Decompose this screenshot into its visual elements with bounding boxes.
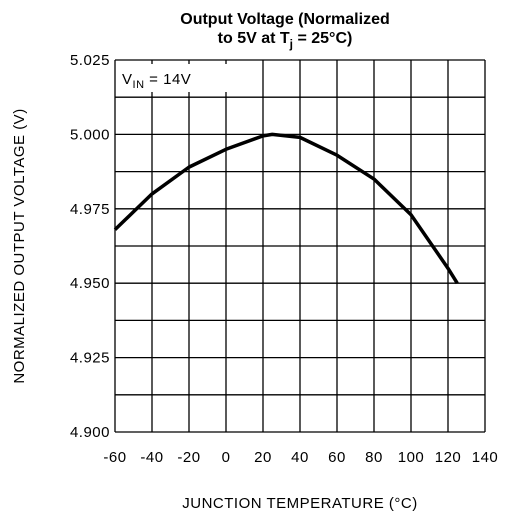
y-tick-label: 4.925 (70, 350, 110, 367)
title-subscript: j (289, 37, 293, 51)
x-tick-label: -40 (140, 449, 163, 466)
x-tick-label: 60 (328, 449, 346, 466)
y-tick-label: 4.975 (70, 201, 110, 218)
annotation-subscript: IN (133, 79, 145, 91)
title-text: = 25°C) (293, 30, 352, 47)
chart-title: to 5V at Tj = 25°C) (218, 30, 353, 51)
chart-title: Output Voltage (Normalized (180, 11, 389, 28)
y-axis-label: NORMALIZED OUTPUT VOLTAGE (V) (11, 108, 28, 383)
y-tick-label: 4.900 (70, 424, 110, 441)
x-tick-label: 140 (472, 449, 499, 466)
annotation-bg (118, 64, 232, 92)
data-line (113, 132, 459, 285)
x-tick-label: 100 (398, 449, 425, 466)
x-tick-label: 120 (435, 449, 462, 466)
y-tick-label: 4.950 (70, 275, 110, 292)
x-tick-label: -60 (103, 449, 126, 466)
annotation-text: V (122, 71, 133, 88)
annotation-text: = 14V (145, 71, 192, 88)
annotation: VIN = 14V (122, 71, 191, 91)
x-tick-label: -20 (177, 449, 200, 466)
y-tick-label: 5.025 (70, 52, 110, 69)
x-tick-label: 80 (365, 449, 383, 466)
x-tick-label: 0 (222, 449, 231, 466)
x-axis-label: JUNCTION TEMPERATURE (°C) (182, 495, 417, 512)
x-tick-label: 20 (254, 449, 272, 466)
x-tick-label: 40 (291, 449, 309, 466)
title-text: to 5V at T (218, 30, 290, 47)
y-tick-label: 5.000 (70, 126, 110, 143)
